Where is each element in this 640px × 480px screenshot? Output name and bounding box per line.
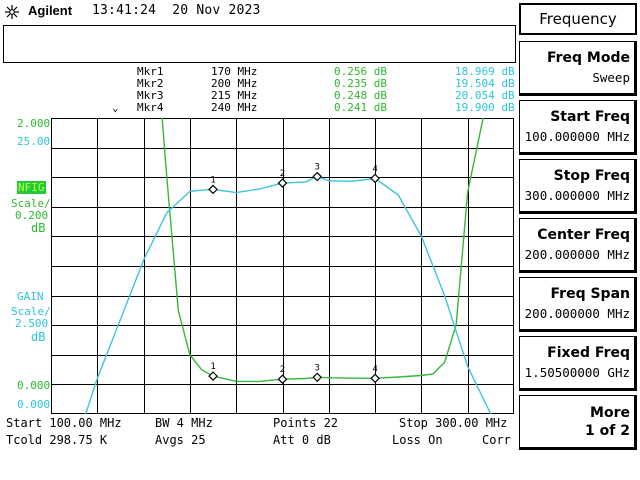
fixed-freq-label: Fixed Freq (547, 345, 630, 361)
fixed-freq-value: 1.50500000 GHz (524, 365, 630, 380)
gain-bottom-level: 0.000 (17, 398, 51, 411)
center-freq-value: 200.000000 MHz (524, 247, 630, 262)
gain-unit: dB (31, 330, 46, 344)
brand-name: Agilent (28, 3, 73, 18)
center-freq-label: Center Freq (537, 227, 630, 243)
marker-number-label: 2 (280, 365, 285, 375)
freq-mode-label: Freq Mode (546, 50, 630, 66)
marker-freq: 215 MHz (211, 89, 258, 102)
marker-diamond[interactable] (312, 171, 323, 182)
nfig-trace (161, 118, 484, 383)
agilent-spark-icon (5, 5, 19, 19)
freq-mode-value: Sweep (592, 70, 630, 85)
nfig-trace-tag[interactable]: NFIG (17, 181, 46, 194)
loss-annotation: Loss On (392, 433, 443, 447)
nfig-scale-value: 0.200 (15, 209, 49, 222)
marker-row[interactable]: Mkr3 215 MHz 0.248 dB 20.054 dB (0, 90, 516, 102)
marker-number-label: 4 (372, 364, 377, 374)
marker-freq: 170 MHz (211, 65, 258, 78)
marker-diamond[interactable] (370, 173, 380, 184)
points-annotation: Points 22 (273, 416, 339, 430)
message-bar (3, 25, 516, 63)
marker-diamond[interactable] (277, 178, 288, 188)
gain-ref-level: 25.00 (17, 135, 51, 148)
marker-name: Mkr1 (137, 65, 164, 78)
start-freq-label: Start Freq (550, 109, 630, 125)
marker-gain: 19.900 dB (455, 101, 515, 114)
marker-row[interactable]: Mkr2 200 MHz 0.235 dB 19.504 dB (0, 78, 516, 90)
graticule (51, 118, 514, 414)
marker-freq: 240 MHz (211, 101, 258, 114)
marker-freq: 200 MHz (211, 77, 258, 90)
trace-plot[interactable]: 1 2 3 4 1 2 3 4 (51, 118, 514, 414)
gain-trace-tag[interactable]: GAIN (17, 290, 44, 303)
start-freq-value: 100.000000 MHz (524, 129, 630, 144)
markers-layer: 1 2 3 4 1 2 3 4 (208, 163, 380, 385)
marker-diamond[interactable] (208, 184, 218, 195)
gain-scale-label: Scale/ (11, 305, 51, 318)
marker-number-label: 3 (315, 163, 320, 173)
att-annotation: Att 0 dB (273, 433, 331, 447)
marker-name: Mkr4 (137, 101, 164, 114)
freq-span-key[interactable]: Freq Span 200.000000 MHz (519, 277, 637, 332)
scale-labels: 2.000 25.00 NFIG Scale/ 0.200 dB GAIN Sc… (0, 116, 51, 416)
stop-freq-label: Stop Freq (553, 168, 630, 184)
fixed-freq-key[interactable]: Fixed Freq 1.50500000 GHz (519, 336, 637, 391)
freq-span-value: 200.000000 MHz (524, 306, 630, 321)
clock-time: 13:41:24 (92, 3, 157, 18)
gain-scale-value: 2.500 (15, 317, 49, 330)
marker-gain: 20.054 dB (455, 89, 515, 102)
more-key[interactable]: More 1 of 2 (519, 395, 637, 450)
footer-annotations: Start 100.00 MHz BW 4 MHz Points 22 Stop… (0, 414, 516, 450)
marker-row[interactable]: Mkr1 170 MHz 0.256 dB 18.969 dB (0, 66, 516, 78)
marker-diamond[interactable] (370, 373, 380, 384)
stop-freq-key[interactable]: Stop Freq 300.000000 MHz (519, 159, 637, 214)
marker-number-label: 3 (315, 363, 320, 373)
marker-nfig: 0.248 dB (334, 89, 387, 102)
marker-nfig: 0.256 dB (334, 65, 387, 78)
corr-annotation: Corr (482, 433, 511, 447)
menu-title: Frequency (519, 3, 637, 35)
start-annotation: Start 100.00 MHz (6, 416, 122, 430)
marker-diamond[interactable] (277, 374, 288, 385)
marker-number-label: 1 (210, 175, 215, 185)
marker-name: Mkr2 (137, 77, 164, 90)
clock: 13:41:24 20 Nov 2023 (92, 3, 261, 18)
marker-name: Mkr3 (137, 89, 164, 102)
marker-number-label: 2 (280, 169, 285, 179)
bw-annotation: BW 4 MHz (155, 416, 213, 430)
marker-gain: 18.969 dB (455, 65, 515, 78)
marker-row[interactable]: ⌄ Mkr4 240 MHz 0.241 dB 19.900 dB (0, 102, 516, 114)
nfig-bottom-level: 0.000 (17, 379, 51, 392)
marker-nfig: 0.235 dB (334, 77, 387, 90)
chevron-down-icon: ⌄ (112, 101, 119, 114)
status-header: Agilent 13:41:24 20 Nov 2023 (0, 0, 516, 24)
clock-date: 20 Nov 2023 (172, 3, 261, 18)
tcold-annotation: Tcold 298.75 K (6, 433, 108, 447)
marker-nfig: 0.241 dB (334, 101, 387, 114)
marker-table: Mkr1 170 MHz 0.256 dB 18.969 dB Mkr2 200… (0, 64, 516, 118)
marker-diamond[interactable] (312, 372, 323, 383)
freq-span-label: Freq Span (550, 286, 630, 302)
marker-number-label: 1 (210, 362, 215, 372)
stop-annotation: Stop 300.00 MHz (399, 416, 508, 430)
softkey-panel: Frequency Freq Mode Sweep Start Freq 100… (516, 0, 640, 480)
avgs-annotation: Avgs 25 (155, 433, 206, 447)
start-freq-key[interactable]: Start Freq 100.000000 MHz (519, 100, 637, 155)
marker-number-label: 4 (372, 164, 377, 174)
more-label: More (590, 405, 630, 421)
marker-diamond[interactable] (208, 371, 218, 381)
freq-mode-key[interactable]: Freq Mode Sweep (519, 41, 637, 96)
stop-freq-value: 300.000000 MHz (524, 188, 630, 203)
nfig-ref-level: 2.000 (17, 117, 51, 130)
nfig-unit: dB (31, 221, 46, 235)
more-page: 1 of 2 (585, 423, 630, 439)
center-freq-key[interactable]: Center Freq 200.000000 MHz (519, 218, 637, 273)
nfig-scale-label: Scale/ (11, 197, 51, 210)
marker-gain: 19.504 dB (455, 77, 515, 90)
